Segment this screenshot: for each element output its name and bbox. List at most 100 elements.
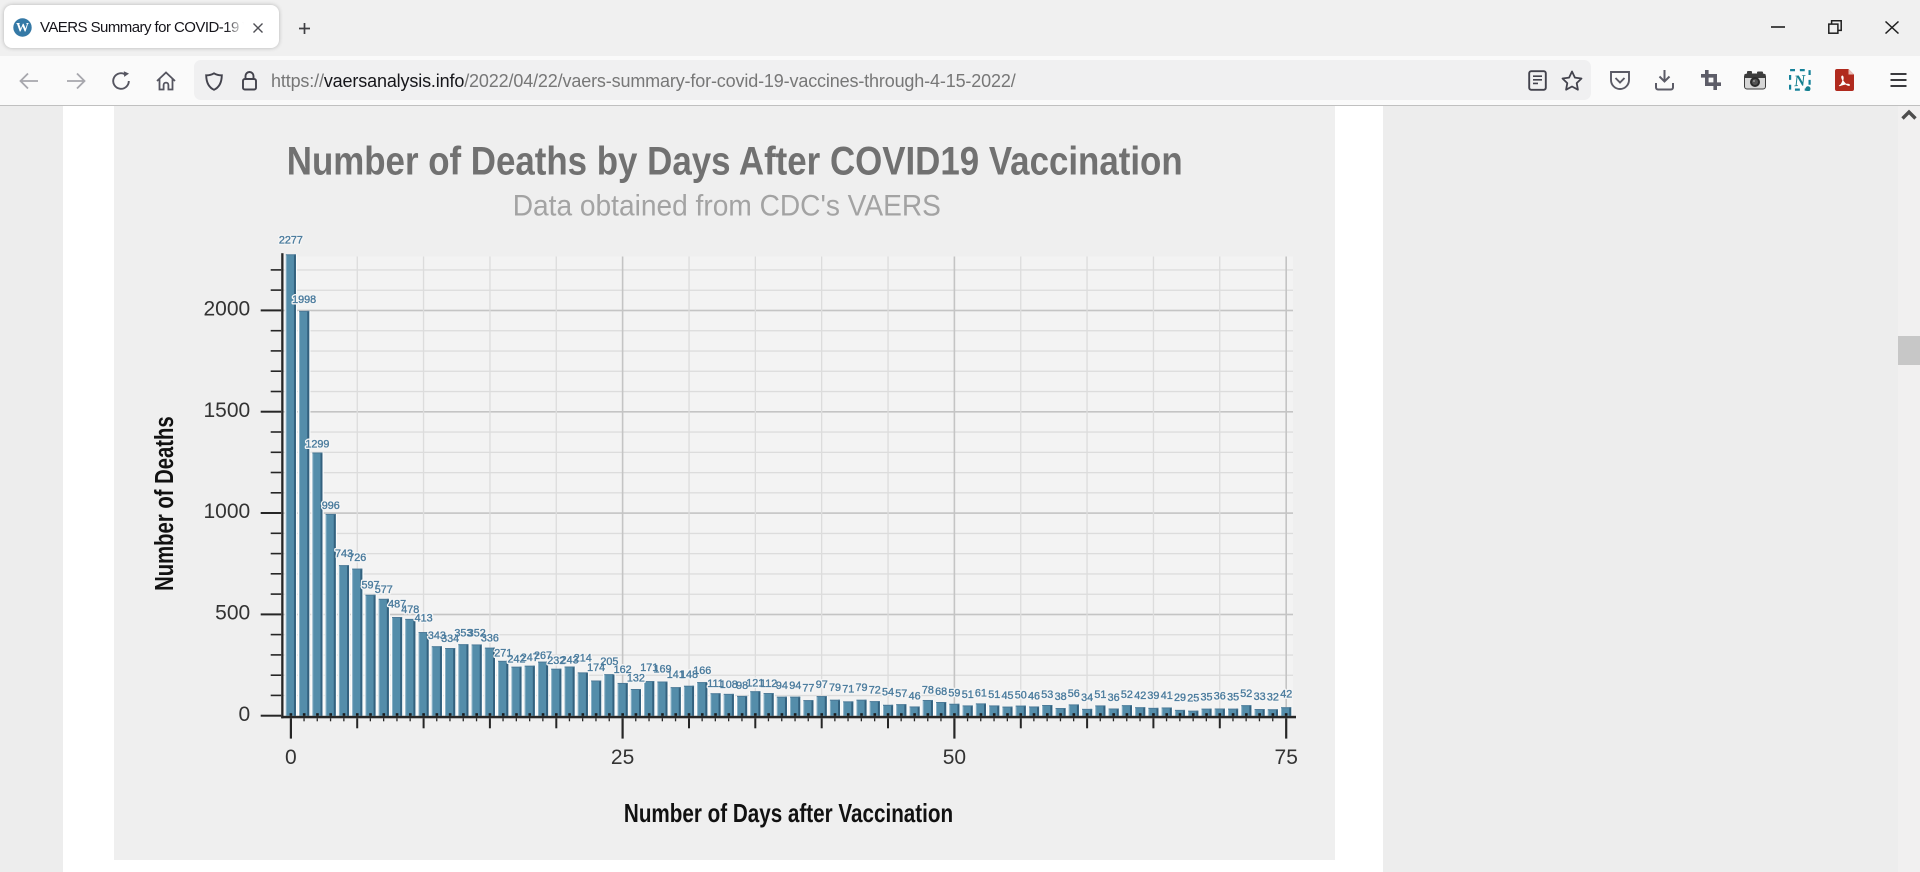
- svg-text:79: 79: [829, 682, 841, 694]
- svg-text:N: N: [1792, 72, 1807, 90]
- svg-text:50: 50: [943, 746, 966, 769]
- svg-text:162: 162: [614, 664, 632, 676]
- svg-text:Number of Days after Vaccinati: Number of Days after Vaccination: [624, 799, 953, 828]
- svg-text:33: 33: [1254, 691, 1266, 703]
- svg-text:132: 132: [627, 673, 645, 685]
- svg-text:46: 46: [1028, 690, 1040, 702]
- svg-text:2277: 2277: [279, 234, 303, 246]
- svg-text:413: 413: [415, 613, 433, 625]
- svg-text:353: 353: [454, 628, 472, 640]
- svg-text:50: 50: [1015, 690, 1027, 702]
- svg-text:108: 108: [720, 679, 738, 691]
- svg-text:45: 45: [1001, 690, 1013, 702]
- svg-text:25: 25: [611, 746, 634, 769]
- svg-text:108: 108: [720, 679, 738, 691]
- svg-text:71: 71: [842, 684, 854, 696]
- svg-text:52: 52: [1240, 688, 1252, 700]
- svg-text:29: 29: [1174, 692, 1186, 704]
- svg-text:38: 38: [1055, 691, 1067, 703]
- svg-text:Data obtained from CDC's VAERS: Data obtained from CDC's VAERS: [513, 190, 941, 223]
- svg-text:57: 57: [895, 688, 907, 700]
- svg-text:243: 243: [561, 655, 579, 667]
- svg-text:36: 36: [1214, 691, 1226, 703]
- svg-text:148: 148: [680, 669, 698, 681]
- svg-text:79: 79: [855, 682, 867, 694]
- svg-text:597: 597: [361, 579, 379, 591]
- svg-text:726: 726: [348, 552, 366, 564]
- svg-text:42: 42: [1134, 690, 1146, 702]
- svg-text:242: 242: [507, 653, 525, 665]
- svg-text:166: 166: [693, 665, 711, 677]
- svg-text:35: 35: [1200, 691, 1212, 703]
- svg-text:75: 75: [1275, 746, 1298, 769]
- svg-text:32: 32: [1267, 691, 1279, 703]
- svg-text:111: 111: [707, 678, 723, 690]
- svg-text:478: 478: [401, 604, 419, 616]
- svg-text:996: 996: [322, 500, 340, 512]
- svg-text:242: 242: [507, 653, 525, 665]
- svg-text:743: 743: [335, 548, 353, 560]
- svg-text:29: 29: [1174, 692, 1186, 704]
- svg-text:271: 271: [494, 647, 512, 659]
- svg-text:166: 166: [693, 665, 711, 677]
- svg-text:54: 54: [882, 686, 894, 698]
- svg-text:169: 169: [653, 664, 671, 676]
- svg-text:51: 51: [988, 689, 1000, 701]
- svg-text:94: 94: [789, 680, 801, 692]
- svg-text:57: 57: [895, 688, 907, 700]
- svg-text:500: 500: [215, 602, 250, 625]
- svg-text:56: 56: [1068, 688, 1080, 700]
- svg-text:577: 577: [375, 584, 393, 596]
- svg-text:343: 343: [428, 630, 446, 642]
- svg-text:41: 41: [1161, 690, 1173, 702]
- svg-text:174: 174: [587, 662, 605, 674]
- svg-text:34: 34: [1081, 692, 1093, 704]
- svg-text:487: 487: [388, 599, 406, 611]
- svg-text:52: 52: [1240, 688, 1252, 700]
- svg-text:243: 243: [561, 655, 579, 667]
- svg-text:214: 214: [574, 652, 592, 664]
- svg-text:334: 334: [441, 633, 459, 645]
- svg-text:45: 45: [1001, 690, 1013, 702]
- svg-text:51: 51: [962, 689, 974, 701]
- svg-text:271: 271: [494, 647, 512, 659]
- svg-text:39: 39: [1147, 690, 1159, 702]
- svg-text:77: 77: [802, 682, 814, 694]
- svg-text:413: 413: [415, 613, 433, 625]
- svg-text:141: 141: [667, 669, 685, 681]
- svg-text:343: 343: [428, 630, 446, 642]
- svg-text:577: 577: [375, 584, 393, 596]
- svg-text:174: 174: [587, 662, 605, 674]
- svg-text:72: 72: [869, 685, 881, 697]
- svg-text:352: 352: [468, 628, 486, 640]
- svg-text:121: 121: [746, 677, 764, 689]
- svg-text:36: 36: [1214, 691, 1226, 703]
- svg-text:Number of Deaths by Days After: Number of Deaths by Days After COVID19 V…: [287, 138, 1183, 183]
- svg-text:148: 148: [680, 669, 698, 681]
- svg-text:78: 78: [922, 685, 934, 697]
- svg-text:38: 38: [1055, 691, 1067, 703]
- svg-text:51: 51: [1094, 689, 1106, 701]
- svg-text:72: 72: [869, 685, 881, 697]
- svg-text:36: 36: [1108, 692, 1120, 704]
- svg-text:478: 478: [401, 604, 419, 616]
- svg-text:232: 232: [547, 655, 565, 667]
- svg-text:46: 46: [909, 690, 921, 702]
- svg-text:1998: 1998: [292, 294, 316, 306]
- svg-text:2277: 2277: [279, 234, 303, 246]
- svg-text:1000: 1000: [203, 500, 250, 523]
- svg-text:61: 61: [975, 687, 987, 699]
- svg-text:1500: 1500: [203, 399, 250, 422]
- svg-text:597: 597: [361, 579, 379, 591]
- svg-text:41: 41: [1161, 690, 1173, 702]
- svg-text:112: 112: [760, 678, 777, 690]
- svg-text:98: 98: [736, 680, 748, 692]
- svg-text:25: 25: [1187, 692, 1199, 704]
- svg-text:25: 25: [1187, 692, 1199, 704]
- svg-text:487: 487: [388, 599, 406, 611]
- svg-text:71: 71: [842, 684, 854, 696]
- svg-text:111: 111: [707, 678, 723, 690]
- svg-text:59: 59: [948, 688, 960, 700]
- svg-text:W: W: [16, 20, 29, 35]
- svg-text:79: 79: [855, 682, 867, 694]
